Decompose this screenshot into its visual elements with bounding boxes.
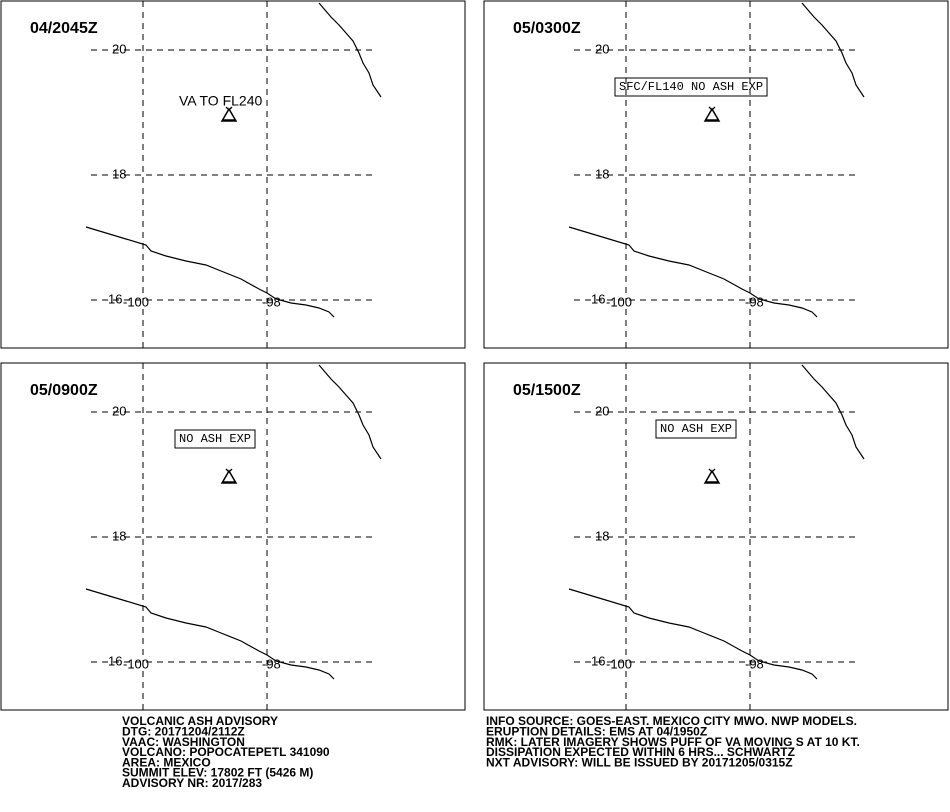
lat-label: 18 [595,528,609,543]
lon-label: -98 [262,294,281,309]
advisory-line: DISSIPATION EXPECTED WITHIN 6 HRS... SCH… [486,745,795,759]
coastline [801,2,865,98]
lat-label: 16 [108,291,122,306]
advisory-line: RMK: LATER IMAGERY SHOWS PUFF OF VA MOVI… [486,735,860,749]
lon-label: -98 [745,656,764,671]
valid-time: 05/1500Z [513,382,581,399]
valid-time: 05/0900Z [30,382,98,399]
panel-frame [483,0,949,349]
volcano-symbol [703,469,721,484]
advisory-line: ADVISORY NR: 2017/283 [122,776,262,790]
valid-time: 04/2045Z [30,20,98,37]
lat-label: 18 [112,528,126,543]
coastline [568,588,818,680]
volcano-symbol [220,107,238,122]
lon-label: -98 [745,294,764,309]
map-panel: 20 18 16 -100 -98 05/0300Z SFC/FL140 NO ASH EX… [483,0,949,349]
lat-label: 16 [591,291,605,306]
volcano-plume [225,468,233,473]
lon-label: -100 [606,294,632,309]
panel-frame [0,0,466,349]
coastline [318,364,382,460]
coastline [318,2,382,98]
lat-label: 20 [595,403,609,418]
advisory-line: VOLCANO: POPOCATEPETL 341090 [122,745,330,759]
advisory-line: NXT ADVISORY: WILL BE ISSUED BY 20171205… [486,755,793,769]
coastline [568,226,818,318]
map-panel: 20 18 16 -100 -98 04/2045Z VA TO FL240 [0,0,466,349]
lat-label: 20 [112,403,126,418]
lat-label: 16 [108,653,122,668]
advisory-line: ERUPTION DETAILS: EMS AT 04/1950Z [486,724,707,738]
ash-annotation: SFC/FL140 NO ASH EXP [619,80,763,94]
lon-label: -98 [262,656,281,671]
valid-time: 05/0300Z [513,20,581,37]
advisory-line: AREA: MEXICO [122,755,211,769]
volcano-plume [225,106,233,111]
lon-label: -100 [606,656,632,671]
panel-frame [483,362,949,711]
coastline [801,364,865,460]
map-panel: 20 18 16 -100 -98 05/0900Z NO ASH EXP [0,362,466,711]
coastline [85,588,335,680]
lat-label: 20 [595,41,609,56]
lat-label: 18 [595,166,609,181]
lon-label: -100 [123,656,149,671]
lat-label: 20 [112,41,126,56]
advisory-line: SUMMIT ELEV: 17802 FT (5426 M) [122,766,313,780]
ash-annotation: VA TO FL240 [179,93,262,109]
lat-label: 18 [112,166,126,181]
ash-annotation: NO ASH EXP [660,422,732,436]
map-panel: 20 18 16 -100 -98 05/1500Z NO ASH EXP [483,362,949,711]
advisory-line: VOLCANIC ASH ADVISORY [122,714,278,728]
advisory-line: INFO SOURCE: GOES-EAST. MEXICO CITY MWO.… [486,714,857,728]
advisory-line: VAAC: WASHINGTON [122,735,245,749]
volcano-symbol [220,469,238,484]
volcano-plume [708,468,716,473]
annotation-box [174,429,256,449]
advisory-line: DTG: 20171204/2112Z [122,724,245,738]
panel-frame [0,362,466,711]
volcano-plume [708,106,716,111]
coastline [85,226,335,318]
volcano-symbol [703,107,721,122]
annotation-box [614,77,768,97]
lon-label: -100 [123,294,149,309]
ash-annotation: NO ASH EXP [179,432,251,446]
lat-label: 16 [591,653,605,668]
annotation-box [655,419,737,439]
